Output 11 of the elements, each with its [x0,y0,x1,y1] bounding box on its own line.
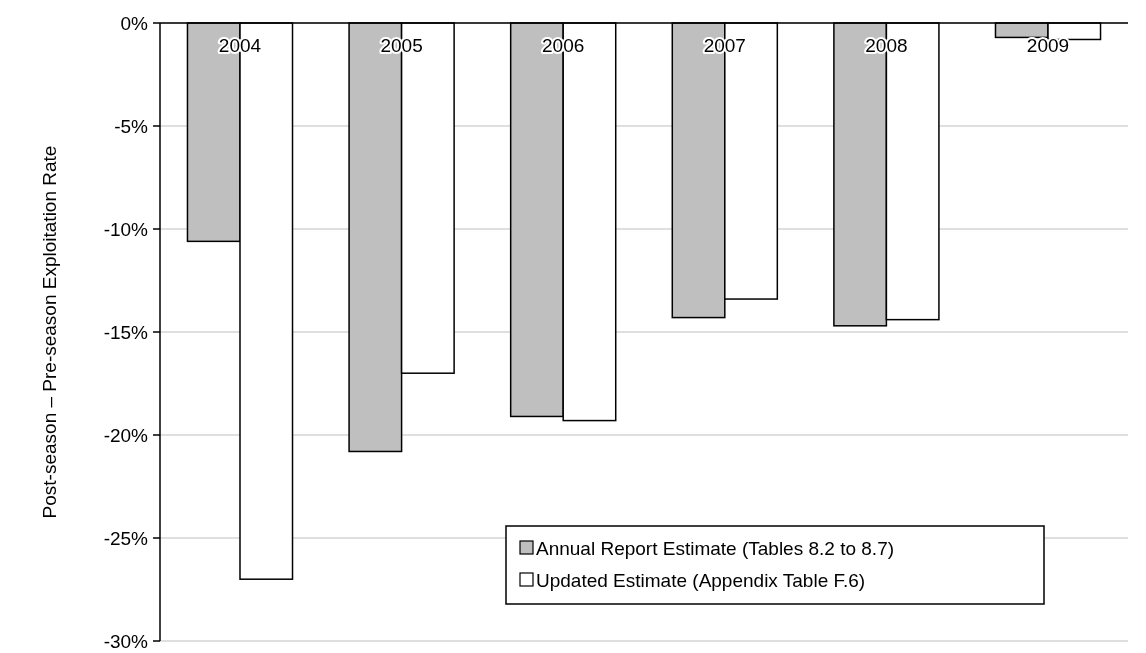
y-tick-label: -5% [114,115,149,137]
x-tick-label: 2009 [1026,35,1070,56]
y-tick-label: -10% [103,218,149,240]
y-tick-label: 0% [120,12,149,34]
y-tick-label: -30% [103,630,149,652]
y-tick-label: -20% [103,424,149,446]
y-axis-title: Post-season – Pre-season Exploitation Rate [39,145,60,519]
y-tick-label: -15% [103,321,149,343]
y-tick-label: -25% [103,527,149,549]
legend-label: Annual Report Estimate (Tables 8.2 to 8.7) [536,537,895,559]
legend-label: Updated Estimate (Appendix Table F.6) [536,569,866,591]
